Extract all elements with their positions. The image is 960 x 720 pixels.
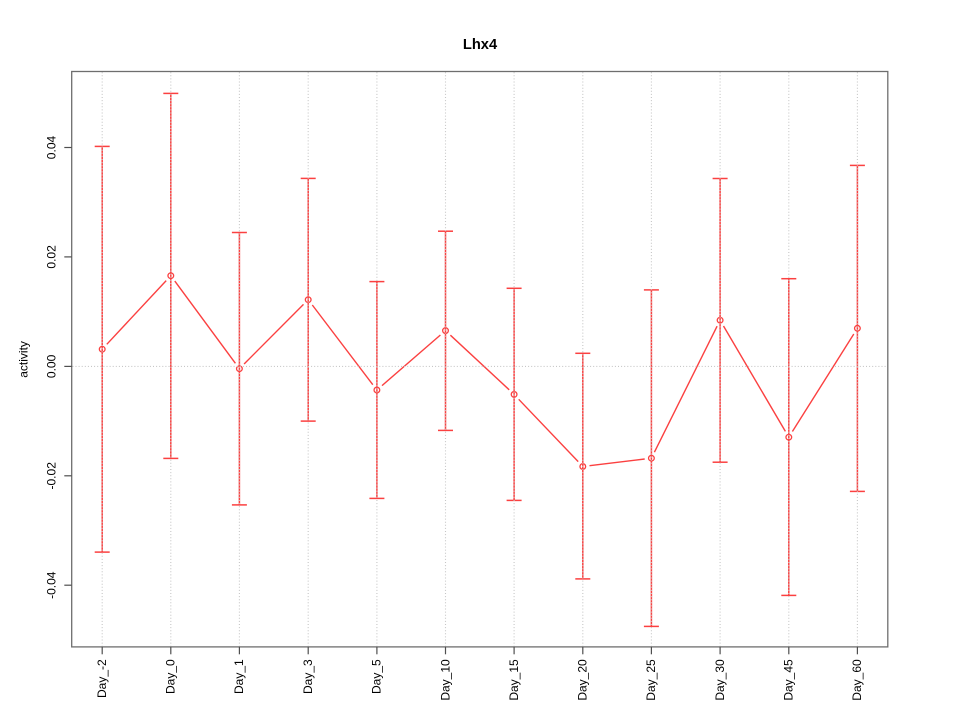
- svg-text:0.04: 0.04: [45, 135, 59, 159]
- svg-text:Day_1: Day_1: [232, 659, 246, 694]
- svg-text:-0.04: -0.04: [45, 571, 59, 599]
- svg-text:Lhx4: Lhx4: [463, 37, 498, 53]
- svg-text:Day_3: Day_3: [301, 659, 315, 694]
- svg-text:Day_0: Day_0: [164, 659, 178, 694]
- svg-text:Day_25: Day_25: [644, 659, 658, 701]
- svg-text:Day_5: Day_5: [370, 659, 384, 694]
- svg-text:Day_10: Day_10: [438, 659, 452, 701]
- svg-text:activity: activity: [17, 341, 31, 378]
- svg-text:Day_20: Day_20: [576, 659, 590, 701]
- svg-text:Day_45: Day_45: [782, 659, 796, 701]
- svg-text:-0.02: -0.02: [45, 462, 59, 490]
- svg-text:0.00: 0.00: [45, 354, 59, 378]
- svg-text:0.02: 0.02: [45, 245, 59, 269]
- svg-text:Day_30: Day_30: [713, 659, 727, 701]
- svg-text:Day_60: Day_60: [850, 659, 864, 701]
- svg-text:Day_-2: Day_-2: [95, 659, 109, 698]
- svg-text:Day_15: Day_15: [507, 659, 521, 701]
